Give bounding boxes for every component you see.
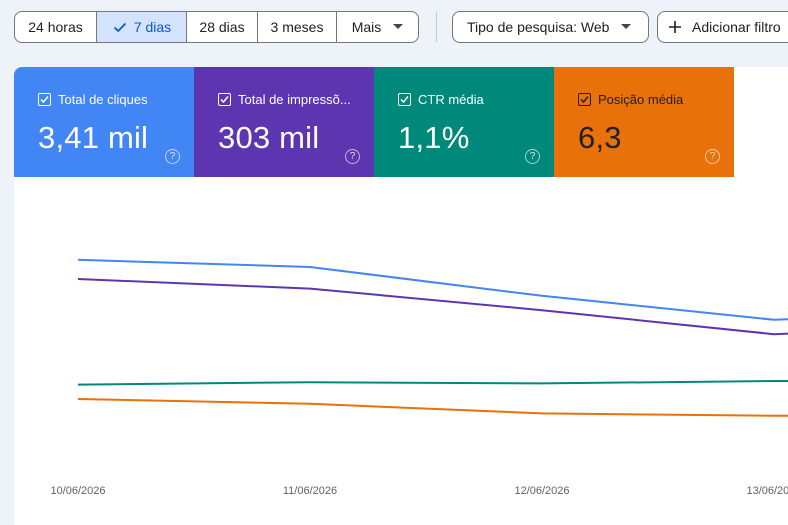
help-icon[interactable]: ? bbox=[345, 149, 360, 164]
series-line-3 bbox=[77, 398, 788, 417]
date-range-7d-button[interactable]: 7 dias bbox=[97, 12, 187, 42]
metric-value: 303 mil bbox=[218, 120, 320, 155]
metric-label: Total de impressõ... bbox=[238, 91, 351, 107]
add-filter-label: Adicionar filtro bbox=[692, 19, 781, 35]
series-line-1 bbox=[77, 278, 788, 336]
date-range-selector: 24 horas 7 dias 28 dias 3 meses Mais bbox=[14, 11, 419, 43]
metric-label: Posição média bbox=[598, 91, 684, 107]
date-range-28d-button[interactable]: 28 dias bbox=[187, 12, 258, 42]
performance-line-chart: 10/06/2026 11/06/2026 12/06/2026 13/06/2026 bbox=[50, 258, 788, 497]
metric-card-position[interactable]: Posição média 6,3 ? bbox=[554, 67, 734, 177]
date-range-more-button[interactable]: Mais bbox=[337, 12, 418, 42]
dropdown-arrow-icon bbox=[393, 24, 404, 30]
x-axis-tick-label: 10/06/2026 bbox=[50, 485, 105, 497]
toolbar: 24 horas 7 dias 28 dias 3 meses Mais Tip… bbox=[0, 0, 788, 56]
date-range-24h-label: 24 horas bbox=[28, 19, 83, 35]
search-type-filter-chip[interactable]: Tipo de pesquisa: Web bbox=[452, 11, 649, 43]
date-range-28d-label: 28 dias bbox=[199, 19, 245, 35]
metric-label: CTR média bbox=[418, 91, 484, 107]
x-axis-tick-label: 11/06/2026 bbox=[283, 485, 337, 497]
help-icon[interactable]: ? bbox=[525, 149, 540, 164]
date-range-3m-label: 3 meses bbox=[270, 19, 324, 35]
metric-value: 1,1% bbox=[398, 120, 470, 155]
metric-value: 3,41 mil bbox=[38, 120, 149, 155]
toolbar-divider bbox=[436, 12, 437, 42]
x-axis-tick-label: 12/06/2026 bbox=[514, 485, 569, 497]
date-range-24h-button[interactable]: 24 horas bbox=[15, 12, 97, 42]
metric-card-clicks[interactable]: Total de cliques 3,41 mil ? bbox=[14, 67, 194, 177]
dropdown-arrow-icon bbox=[621, 24, 632, 30]
add-filter-button[interactable]: Adicionar filtro bbox=[657, 11, 788, 43]
checkbox-checked-icon[interactable] bbox=[578, 92, 591, 106]
checkbox-checked-icon[interactable] bbox=[398, 92, 411, 106]
checkbox-checked-icon[interactable] bbox=[38, 92, 51, 106]
metric-card-ctr[interactable]: CTR média 1,1% ? bbox=[374, 67, 554, 177]
search-type-label: Tipo de pesquisa: Web bbox=[467, 19, 610, 35]
date-range-3m-button[interactable]: 3 meses bbox=[258, 12, 337, 42]
date-range-7d-label: 7 dias bbox=[133, 19, 172, 35]
x-axis-tick-label: 13/06/2026 bbox=[746, 485, 788, 497]
performance-panel: Total de cliques 3,41 mil ? Total de imp… bbox=[14, 67, 788, 525]
metric-card-impressions[interactable]: Total de impressõ... 303 mil ? bbox=[194, 67, 374, 177]
checkmark-icon bbox=[112, 19, 128, 35]
checkbox-checked-icon[interactable] bbox=[218, 92, 231, 106]
metric-value: 6,3 bbox=[578, 120, 622, 155]
metric-label: Total de cliques bbox=[58, 91, 148, 107]
plus-icon bbox=[668, 20, 682, 34]
help-icon[interactable]: ? bbox=[165, 149, 180, 164]
series-line-0 bbox=[77, 258, 788, 321]
series-line-2 bbox=[77, 379, 788, 386]
help-icon[interactable]: ? bbox=[705, 149, 720, 164]
date-range-more-label: Mais bbox=[351, 19, 382, 35]
